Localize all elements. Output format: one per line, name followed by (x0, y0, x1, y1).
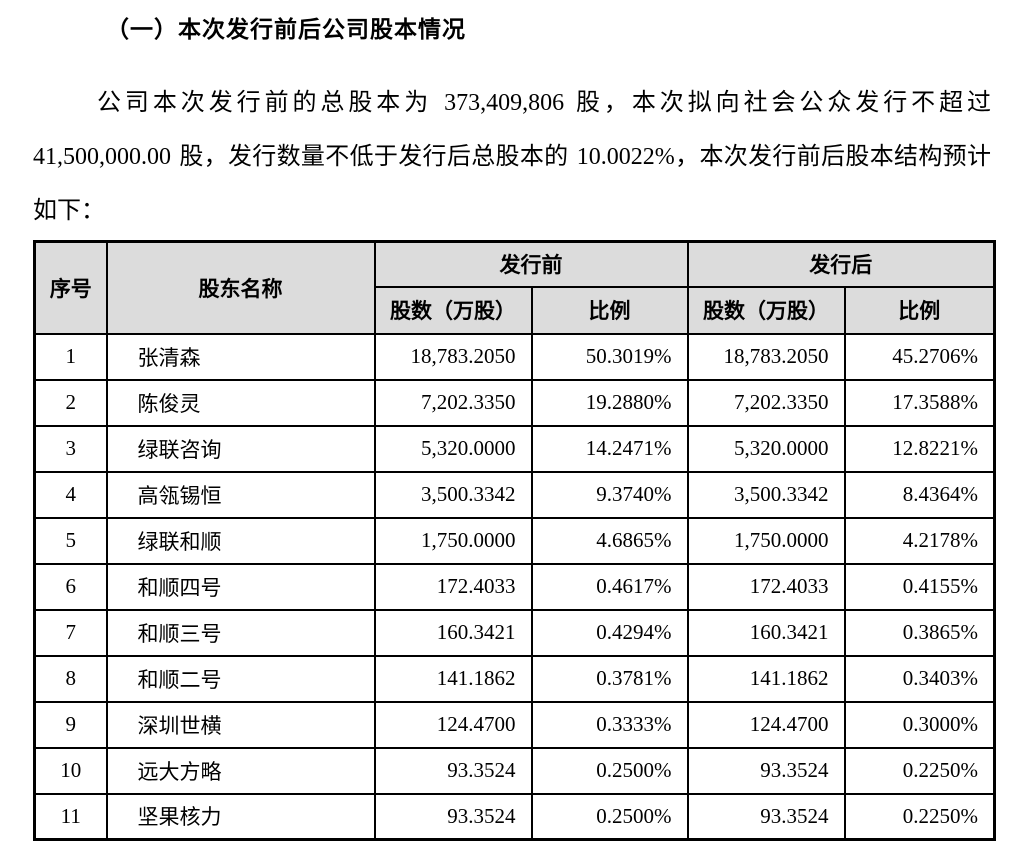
cell-before-shares: 1,750.0000 (373, 516, 533, 565)
cell-before-shares: 93.3524 (373, 746, 533, 795)
table-row: 2 陈俊灵 7,202.3350 19.2880% 7,202.3350 17.… (33, 378, 996, 427)
cell-before-ratio: 14.2471% (530, 424, 689, 473)
cell-shareholder-name: 和顺三号 (105, 608, 376, 657)
cell-after-ratio: 0.4155% (843, 562, 996, 611)
cell-after-ratio: 0.3403% (843, 654, 996, 703)
cell-shareholder-name: 绿联和顺 (105, 516, 376, 565)
header-shareholder-name: 股东名称 (105, 240, 376, 335)
cell-before-shares: 160.3421 (373, 608, 533, 657)
cell-after-shares: 5,320.0000 (686, 424, 846, 473)
cell-before-ratio: 19.2880% (530, 378, 689, 427)
header-group-before: 发行前 (373, 240, 689, 288)
cell-before-ratio: 50.3019% (530, 332, 689, 381)
cell-index: 7 (33, 608, 108, 657)
cell-before-shares: 18,783.2050 (373, 332, 533, 381)
cell-shareholder-name: 和顺四号 (105, 562, 376, 611)
cell-index: 2 (33, 378, 108, 427)
table-header-row-groups: 序号 股东名称 发行前 发行后 (33, 240, 996, 335)
cell-after-ratio: 0.3865% (843, 608, 996, 657)
cell-after-shares: 1,750.0000 (686, 516, 846, 565)
cell-after-shares: 141.1862 (686, 654, 846, 703)
cell-after-shares: 18,783.2050 (686, 332, 846, 381)
cell-before-shares: 7,202.3350 (373, 378, 533, 427)
table-row: 9 深圳世横 124.4700 0.3333% 124.4700 0.3000% (33, 700, 996, 749)
cell-after-shares: 172.4033 (686, 562, 846, 611)
header-after-ratio: 比例 (843, 285, 996, 335)
cell-before-ratio: 0.3781% (530, 654, 689, 703)
table-row: 3 绿联咨询 5,320.0000 14.2471% 5,320.0000 12… (33, 424, 996, 473)
cell-before-shares: 141.1862 (373, 654, 533, 703)
cell-before-ratio: 0.3333% (530, 700, 689, 749)
cell-index: 10 (33, 746, 108, 795)
header-after-shares: 股数（万股） (686, 285, 846, 335)
intro-paragraph: 公司本次发行前的总股本为 373,409,806 股，本次拟向社会公众发行不超过… (33, 90, 991, 224)
table-row: 11 坚果核力 93.3524 0.2500% 93.3524 0.2250% (33, 792, 996, 841)
header-index: 序号 (33, 240, 108, 335)
cell-before-ratio: 0.2500% (530, 746, 689, 795)
table-header-row-subcolumns: 股数（万股） 比例 股数（万股） 比例 (35, 285, 996, 335)
cell-shareholder-name: 高瓴锡恒 (105, 470, 376, 519)
cell-index: 3 (33, 424, 108, 473)
table-row: 6 和顺四号 172.4033 0.4617% 172.4033 0.4155% (33, 562, 996, 611)
cell-index: 11 (33, 792, 108, 841)
cell-shareholder-name: 坚果核力 (105, 792, 376, 841)
cell-before-ratio: 0.2500% (530, 792, 689, 841)
cell-after-shares: 93.3524 (686, 792, 846, 841)
section-heading: （一）本次发行前后公司股本情况 (106, 16, 466, 42)
cell-shareholder-name: 张清森 (105, 332, 376, 381)
cell-before-ratio: 0.4617% (530, 562, 689, 611)
cell-after-ratio: 4.2178% (843, 516, 996, 565)
table-row: 1 张清森 18,783.2050 50.3019% 18,783.2050 4… (33, 332, 996, 381)
header-group-after: 发行后 (686, 240, 996, 288)
table-row: 4 高瓴锡恒 3,500.3342 9.3740% 3,500.3342 8.4… (33, 470, 996, 519)
cell-shareholder-name: 陈俊灵 (105, 378, 376, 427)
cell-before-shares: 5,320.0000 (373, 424, 533, 473)
cell-index: 5 (33, 516, 108, 565)
cell-index: 1 (33, 332, 108, 381)
cell-before-ratio: 4.6865% (530, 516, 689, 565)
cell-shareholder-name: 绿联咨询 (105, 424, 376, 473)
table-row: 10 远大方略 93.3524 0.2500% 93.3524 0.2250% (33, 746, 996, 795)
table-row: 8 和顺二号 141.1862 0.3781% 141.1862 0.3403% (33, 654, 996, 703)
cell-after-shares: 7,202.3350 (686, 378, 846, 427)
cell-after-ratio: 12.8221% (843, 424, 996, 473)
cell-before-shares: 172.4033 (373, 562, 533, 611)
cell-after-shares: 3,500.3342 (686, 470, 846, 519)
cell-index: 6 (33, 562, 108, 611)
cell-before-shares: 3,500.3342 (373, 470, 533, 519)
cell-shareholder-name: 远大方略 (105, 746, 376, 795)
cell-after-ratio: 45.2706% (843, 332, 996, 381)
cell-after-shares: 93.3524 (686, 746, 846, 795)
cell-index: 4 (33, 470, 108, 519)
table-row: 5 绿联和顺 1,750.0000 4.6865% 1,750.0000 4.2… (33, 516, 996, 565)
share-structure-table: 序号 股东名称 发行前 发行后 股数（万股） 比例 股数（万股） 比例 1 张清… (33, 240, 996, 841)
cell-after-shares: 124.4700 (686, 700, 846, 749)
table-row: 7 和顺三号 160.3421 0.4294% 160.3421 0.3865% (33, 608, 996, 657)
cell-after-ratio: 0.2250% (843, 746, 996, 795)
cell-before-ratio: 0.4294% (530, 608, 689, 657)
cell-before-ratio: 9.3740% (530, 470, 689, 519)
cell-before-shares: 93.3524 (373, 792, 533, 841)
cell-after-ratio: 0.2250% (843, 792, 996, 841)
cell-after-ratio: 0.3000% (843, 700, 996, 749)
header-before-ratio: 比例 (530, 285, 689, 335)
header-before-shares: 股数（万股） (373, 285, 533, 335)
cell-after-shares: 160.3421 (686, 608, 846, 657)
cell-shareholder-name: 深圳世横 (105, 700, 376, 749)
cell-after-ratio: 17.3588% (843, 378, 996, 427)
cell-index: 9 (33, 700, 108, 749)
cell-index: 8 (33, 654, 108, 703)
table-header: 序号 股东名称 发行前 发行后 股数（万股） 比例 股数（万股） 比例 (33, 240, 996, 335)
cell-before-shares: 124.4700 (373, 700, 533, 749)
table-body: 1 张清森 18,783.2050 50.3019% 18,783.2050 4… (33, 332, 996, 841)
cell-shareholder-name: 和顺二号 (105, 654, 376, 703)
cell-after-ratio: 8.4364% (843, 470, 996, 519)
